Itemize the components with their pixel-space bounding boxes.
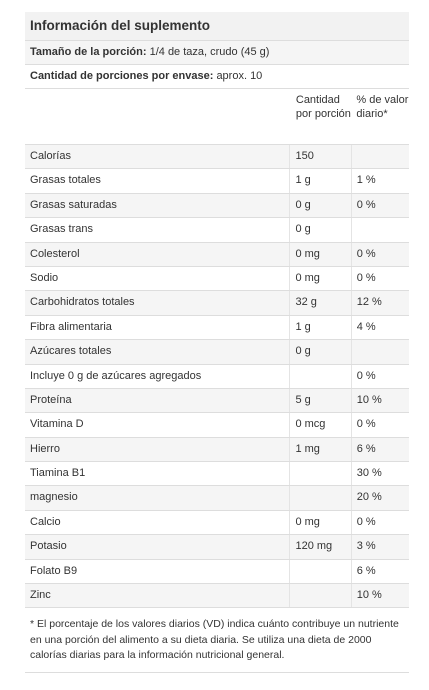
supplement-facts-panel: Información del suplemento Tamaño de la … <box>25 12 409 673</box>
nutrient-daily-value: 6 % <box>350 437 409 462</box>
table-row: Colesterol 0 mg 0 % <box>25 242 409 267</box>
nutrient-name: Tiamina B1 <box>30 467 86 480</box>
table-row: Zinc 10 % <box>25 584 409 609</box>
nutrient-daily-value <box>350 145 409 169</box>
table-row: Sodio 0 mg 0 % <box>25 266 409 292</box>
nutrient-daily-value: 4 % <box>350 315 409 340</box>
nutrient-daily-value <box>350 218 409 242</box>
nutrient-amount: 0 mcg <box>289 413 350 437</box>
nutrient-amount: 1 mg <box>289 437 350 462</box>
table-row: Vitamina D 0 mcg 0 % <box>25 413 409 438</box>
nutrient-daily-value: 0 % <box>350 364 409 388</box>
nutrient-daily-value: 0 % <box>350 242 409 266</box>
nutrient-amount <box>289 584 350 608</box>
nutrient-amount: 1 g <box>289 315 350 340</box>
table-row: magnesio 20 % <box>25 486 409 511</box>
nutrient-daily-value: 30 % <box>350 462 409 486</box>
nutrient-name: magnesio <box>30 491 78 504</box>
nutrient-name: Incluye 0 g de azúcares agregados <box>30 369 202 382</box>
table-row: Calorías 150 <box>25 145 409 170</box>
nutrient-amount: 1 g <box>289 169 350 193</box>
nutrient-name: Calcio <box>30 515 61 528</box>
nutrient-name: Vitamina D <box>30 418 84 431</box>
table-header: Cantidad por porción % de valor diario* <box>25 89 409 145</box>
nutrient-amount <box>289 559 350 584</box>
nutrient-name: Carbohidratos totales <box>30 296 135 309</box>
servings-per-container-label: Cantidad de porciones por envase: <box>30 70 214 82</box>
servings-per-container-value: aprox. 10 <box>216 70 263 82</box>
nutrient-daily-value: 20 % <box>350 486 409 510</box>
servings-per-container-row: Cantidad de porciones por envase: aprox.… <box>25 65 409 89</box>
table-row: Calcio 0 mg 0 % <box>25 510 409 536</box>
nutrient-amount: 150 <box>289 145 350 169</box>
nutrient-amount: 120 mg <box>289 535 350 559</box>
nutrient-daily-value: 0 % <box>350 266 409 291</box>
nutrient-name: Folato B9 <box>30 564 78 577</box>
nutrient-daily-value <box>350 340 409 364</box>
nutrient-daily-value: 0 % <box>350 413 409 437</box>
header-blank <box>25 89 291 144</box>
nutrient-name: Grasas totales <box>30 174 101 187</box>
nutrient-name: Calorías <box>30 150 71 162</box>
nutrient-amount <box>289 364 350 388</box>
nutrient-name: Grasas saturadas <box>30 198 117 211</box>
table-row: Proteína 5 g 10 % <box>25 388 409 414</box>
nutrient-amount: 0 g <box>289 218 350 242</box>
nutrient-name: Potasio <box>30 540 67 553</box>
nutrient-amount <box>289 462 350 486</box>
table-row: Carbohidratos totales 32 g 12 % <box>25 291 409 316</box>
table-row: Tiamina B1 30 % <box>25 462 409 487</box>
nutrient-amount: 5 g <box>289 388 350 413</box>
nutrient-amount: 0 g <box>289 193 350 218</box>
table-row: Incluye 0 g de azúcares agregados 0 % <box>25 364 409 389</box>
nutrient-amount <box>289 486 350 510</box>
serving-size-row: Tamaño de la porción: 1/4 de taza, crudo… <box>25 41 409 65</box>
nutrient-daily-value: 12 % <box>350 291 409 315</box>
table-row: Folato B9 6 % <box>25 559 409 585</box>
table-row: Grasas trans 0 g <box>25 218 409 243</box>
nutrient-daily-value: 10 % <box>350 388 409 413</box>
table-row: Hierro 1 mg 6 % <box>25 437 409 463</box>
serving-size-value: 1/4 de taza, crudo (45 g) <box>149 46 270 58</box>
table-row: Azúcares totales 0 g <box>25 340 409 365</box>
nutrient-amount: 32 g <box>289 291 350 315</box>
nutrient-name: Grasas trans <box>30 223 93 236</box>
nutrient-daily-value: 0 % <box>350 193 409 218</box>
nutrient-name: Fibra alimentaria <box>30 320 112 333</box>
nutrient-amount: 0 mg <box>289 510 350 535</box>
nutrient-daily-value: 10 % <box>350 584 409 608</box>
nutrient-name: Azúcares totales <box>30 345 112 358</box>
footnote: * El porcentaje de los valores diarios (… <box>25 608 409 673</box>
daily-value-column-header: % de valor diario* <box>356 94 409 120</box>
table-row: Potasio 120 mg 3 % <box>25 535 409 560</box>
nutrient-name: Colesterol <box>30 247 80 260</box>
panel-title: Información del suplemento <box>25 12 409 41</box>
nutrient-amount: 0 mg <box>289 266 350 291</box>
nutrient-daily-value: 0 % <box>350 510 409 535</box>
nutrient-amount: 0 mg <box>289 242 350 266</box>
nutrient-daily-value: 3 % <box>350 535 409 559</box>
serving-size-label: Tamaño de la porción: <box>30 46 147 58</box>
amount-column-header: Cantidad por porción <box>295 94 351 120</box>
nutrient-daily-value: 1 % <box>350 169 409 193</box>
nutrient-name: Hierro <box>30 442 60 455</box>
nutrient-amount: 0 g <box>289 340 350 364</box>
nutrient-name: Proteína <box>30 393 72 406</box>
nutrient-name: Sodio <box>30 271 59 284</box>
nutrient-name: Zinc <box>30 589 51 602</box>
nutrient-daily-value: 6 % <box>350 559 409 584</box>
